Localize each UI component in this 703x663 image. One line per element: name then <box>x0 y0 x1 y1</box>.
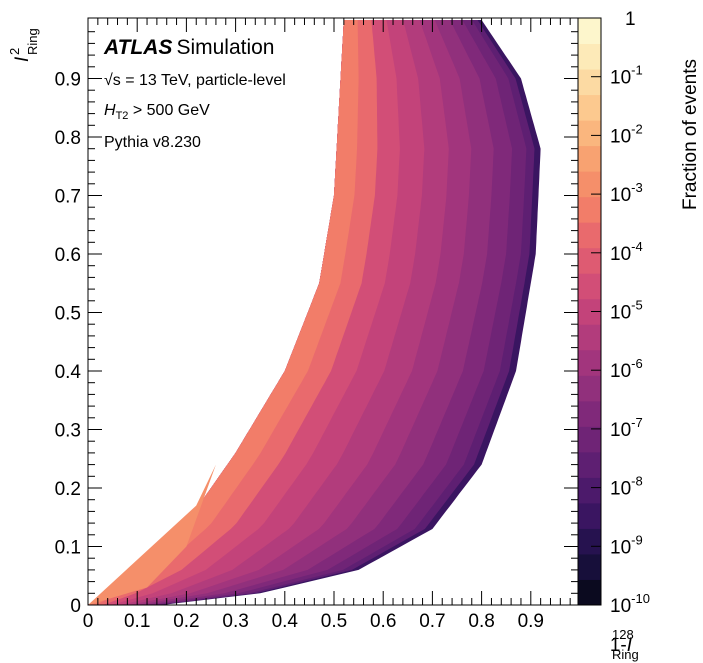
x-tick-label: 0.9 <box>518 611 544 632</box>
y-label-var: I <box>12 56 33 62</box>
colorbar-segment <box>578 349 601 376</box>
y-axis: 0 0.1 0.2 0.3 0.4 0.5 0.6 0.7 0.8 0.9 <box>55 31 578 617</box>
colorbar-tick-label: 10-7 <box>610 415 643 441</box>
y-axis-label: I 2 Ring <box>7 28 40 62</box>
colorbar-label-text: Fraction of events <box>680 59 701 210</box>
ht2-sub: T2 <box>115 110 129 123</box>
x-tick-label: 0.7 <box>419 611 445 632</box>
y-tick-label: 0.9 <box>55 70 81 91</box>
contour-band-10 <box>88 20 359 605</box>
y-tick-label: 0.1 <box>55 538 81 559</box>
colorbar-segment <box>578 477 601 504</box>
x-label-prefix: 1- <box>610 635 627 656</box>
colorbar-tick-label: 10-6 <box>610 356 643 382</box>
y-label-sup: 2 <box>7 48 22 55</box>
colorbar-segment <box>578 69 601 96</box>
y-tick-label: 0 <box>70 596 81 617</box>
heatmap-contours <box>88 20 541 605</box>
ht2-line: HT2 > 500 GeV <box>104 102 354 122</box>
colorbar-segment <box>578 171 601 198</box>
x-tick-label: 0.4 <box>272 611 299 632</box>
annotation-box: ATLAS Simulation √s = 13 TeV, particle-le… <box>104 36 354 152</box>
colorbar-segment <box>578 273 601 300</box>
x-tick-label: 0 <box>83 611 94 632</box>
x-tick-label: 0.8 <box>468 611 494 632</box>
colorbar-segment <box>578 502 601 529</box>
colorbar-tick-label: 10-5 <box>610 298 643 324</box>
x-tick-label: 0.3 <box>222 611 248 632</box>
colorbar-tick-label: 10-1 <box>610 63 643 89</box>
x-tick-label: 0.2 <box>173 611 199 632</box>
colorbar-tick-label: 10-3 <box>610 180 643 206</box>
colorbar-segment <box>578 196 601 223</box>
y-tick-label: 0.8 <box>55 128 81 149</box>
x-axis-label-sup: 128 <box>612 627 634 642</box>
y-tick-label: 0.7 <box>55 187 81 208</box>
colorbar-segment <box>578 553 601 580</box>
colorbar-segment <box>578 426 601 453</box>
y-tick-label: 0.6 <box>55 245 81 266</box>
atlas-label: ATLAS <box>104 36 173 59</box>
colorbar-segment <box>578 400 601 427</box>
colorbar-segment <box>578 324 601 351</box>
colorbar-tick-label: 10-9 <box>610 532 643 558</box>
colorbar-segment <box>578 94 601 121</box>
colorbar-top-label: 1 <box>625 9 636 30</box>
sqrt-s: √s <box>104 72 121 89</box>
colorbar-tick-label: 10-10 <box>610 591 650 617</box>
colorbar-segment <box>578 120 601 147</box>
x-axis-label: 1-I <box>610 635 633 656</box>
y-tick-label: 0.4 <box>55 362 82 383</box>
colorbar-segment <box>578 528 601 555</box>
x-axis: 0 0.1 0.2 0.3 0.4 0.5 0.6 0.7 0.8 0.9 <box>83 18 571 632</box>
x-axis-label-sub: Ring <box>612 647 639 662</box>
colorbar-segment <box>578 247 601 274</box>
colorbar-segment <box>578 222 601 249</box>
y-tick-label: 0.5 <box>55 304 81 325</box>
generator-line: Pythia v8.230 <box>104 134 354 152</box>
y-tick-label: 0.2 <box>55 479 81 500</box>
y-label-sub: Ring <box>25 28 40 55</box>
x-tick-label: 0.1 <box>124 611 150 632</box>
x-label-var: I <box>627 635 633 656</box>
colorbar-segment <box>578 375 601 402</box>
x-tick-label: 0.6 <box>370 611 396 632</box>
colorbar-segment <box>578 579 601 606</box>
energy-line: √s = 13 TeV, particle-level <box>104 72 354 90</box>
colorbar-tick-label: 10-8 <box>610 474 643 500</box>
ht2-text: > 500 GeV <box>128 102 210 119</box>
y-tick-label: 0.3 <box>55 421 81 442</box>
colorbar-segment <box>578 43 601 70</box>
ht2-var: H <box>104 102 116 119</box>
generator-text: Pythia v8.230 <box>104 134 201 152</box>
simulation-label: Simulation <box>176 36 275 59</box>
colorbar-segment <box>578 451 601 478</box>
colorbar-segment <box>578 18 601 45</box>
colorbar-label: Fraction of events <box>680 59 701 210</box>
colorbar: 10-10 10-9 10-8 10-7 10-6 10-5 10-4 10-3 10-2 10-… <box>577 9 650 617</box>
colorbar-tick-label: 10-4 <box>610 239 643 265</box>
x-tick-label: 0.5 <box>321 611 347 632</box>
colorbar-tick-label: 10-2 <box>610 121 643 147</box>
contour-band-core <box>88 464 216 605</box>
colorbar-segment <box>578 145 601 172</box>
colorbar-segment <box>578 298 601 325</box>
energy-text: = 13 TeV, particle-level <box>120 72 286 89</box>
